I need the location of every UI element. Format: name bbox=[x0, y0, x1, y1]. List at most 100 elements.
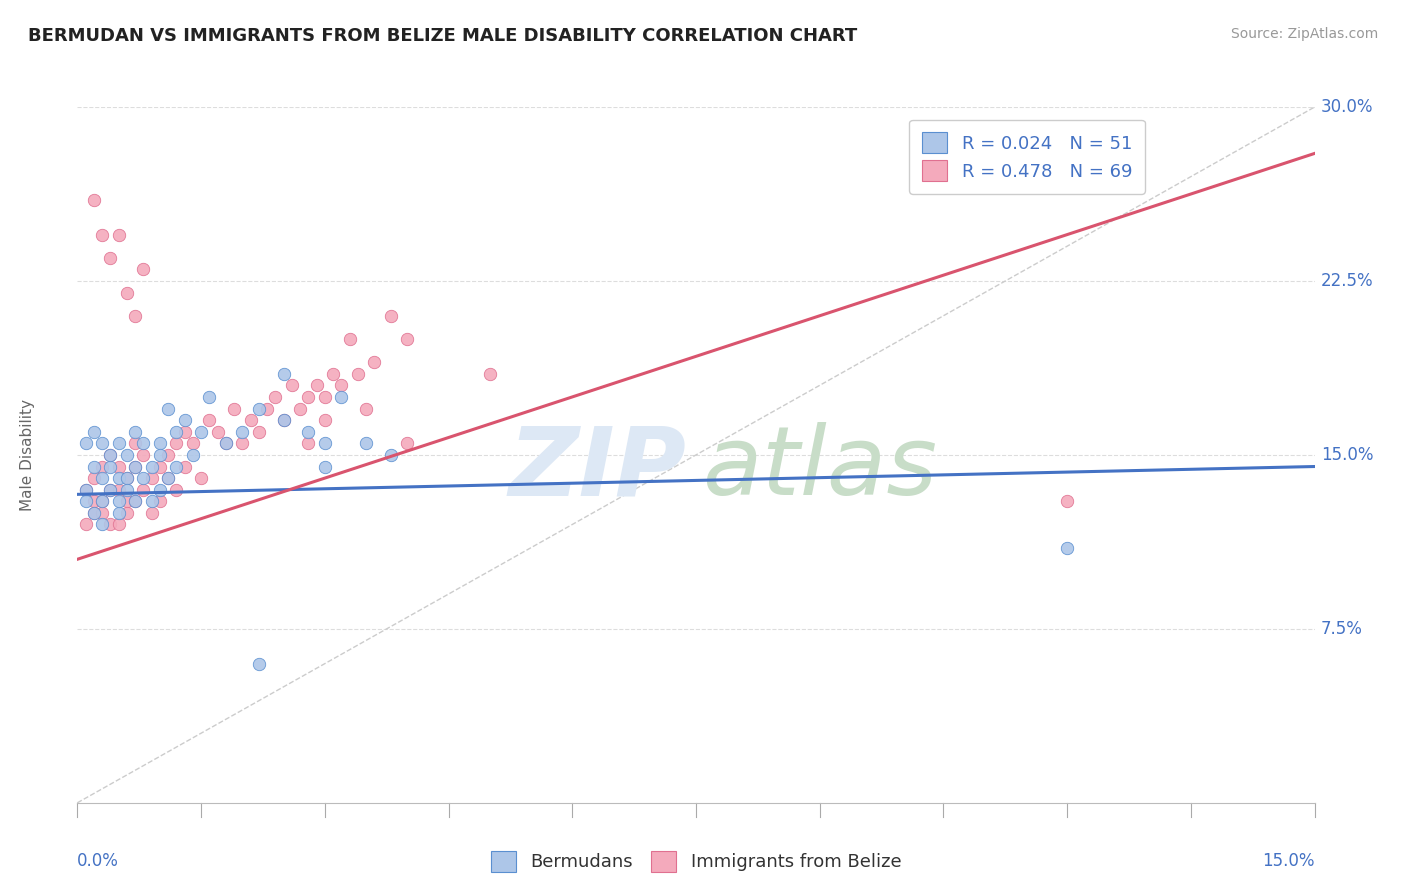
Point bbox=[83, 471, 105, 485]
Point bbox=[83, 193, 105, 207]
Point bbox=[288, 401, 311, 416]
Point bbox=[165, 425, 187, 439]
Point bbox=[124, 459, 146, 474]
Point bbox=[330, 390, 353, 404]
Text: atlas: atlas bbox=[702, 422, 938, 516]
Legend: Bermudans, Immigrants from Belize: Bermudans, Immigrants from Belize bbox=[478, 838, 914, 884]
Point bbox=[157, 471, 180, 485]
Point bbox=[231, 425, 253, 439]
Point bbox=[305, 378, 328, 392]
Point bbox=[222, 401, 245, 416]
Text: 15.0%: 15.0% bbox=[1263, 852, 1315, 870]
Point bbox=[124, 425, 146, 439]
Text: BERMUDAN VS IMMIGRANTS FROM BELIZE MALE DISABILITY CORRELATION CHART: BERMUDAN VS IMMIGRANTS FROM BELIZE MALE … bbox=[28, 27, 858, 45]
Point bbox=[98, 251, 121, 265]
Point bbox=[75, 483, 97, 497]
Point bbox=[1056, 494, 1078, 508]
Point bbox=[132, 262, 155, 277]
Point bbox=[149, 436, 172, 450]
Point bbox=[98, 483, 121, 497]
Point bbox=[132, 471, 155, 485]
Point bbox=[124, 309, 146, 323]
Point bbox=[115, 471, 138, 485]
Point bbox=[273, 413, 295, 427]
Point bbox=[256, 401, 278, 416]
Point bbox=[157, 448, 180, 462]
Point bbox=[173, 413, 195, 427]
Point bbox=[124, 459, 146, 474]
Point bbox=[98, 517, 121, 532]
Point bbox=[115, 506, 138, 520]
Point bbox=[83, 425, 105, 439]
Text: Source: ZipAtlas.com: Source: ZipAtlas.com bbox=[1230, 27, 1378, 41]
Point bbox=[247, 657, 270, 671]
Point bbox=[75, 494, 97, 508]
Point bbox=[396, 436, 419, 450]
Point bbox=[181, 436, 204, 450]
Point bbox=[98, 448, 121, 462]
Point bbox=[91, 494, 114, 508]
Point bbox=[380, 309, 402, 323]
Point bbox=[124, 436, 146, 450]
Point bbox=[83, 494, 105, 508]
Point bbox=[141, 471, 163, 485]
Point bbox=[281, 378, 304, 392]
Point bbox=[124, 494, 146, 508]
Text: 22.5%: 22.5% bbox=[1320, 272, 1374, 290]
Point bbox=[354, 401, 377, 416]
Point bbox=[75, 517, 97, 532]
Point bbox=[75, 436, 97, 450]
Point bbox=[115, 448, 138, 462]
Point bbox=[149, 448, 172, 462]
Point bbox=[149, 483, 172, 497]
Point bbox=[297, 436, 319, 450]
Point bbox=[107, 471, 129, 485]
Point bbox=[141, 459, 163, 474]
Point bbox=[141, 506, 163, 520]
Point bbox=[363, 355, 385, 369]
Point bbox=[132, 448, 155, 462]
Point bbox=[314, 436, 336, 450]
Point bbox=[396, 332, 419, 346]
Point bbox=[91, 494, 114, 508]
Point bbox=[91, 506, 114, 520]
Point bbox=[314, 459, 336, 474]
Point bbox=[273, 367, 295, 381]
Point bbox=[83, 506, 105, 520]
Point bbox=[190, 471, 212, 485]
Text: ZIP: ZIP bbox=[508, 422, 686, 516]
Point bbox=[91, 227, 114, 242]
Point bbox=[115, 483, 138, 497]
Point bbox=[149, 459, 172, 474]
Point bbox=[107, 517, 129, 532]
Point bbox=[330, 378, 353, 392]
Point bbox=[239, 413, 262, 427]
Point bbox=[107, 436, 129, 450]
Point bbox=[478, 367, 501, 381]
Point bbox=[264, 390, 287, 404]
Point bbox=[231, 436, 253, 450]
Point bbox=[297, 425, 319, 439]
Point bbox=[198, 390, 221, 404]
Point bbox=[132, 436, 155, 450]
Point bbox=[354, 436, 377, 450]
Point bbox=[380, 448, 402, 462]
Point bbox=[165, 459, 187, 474]
Point bbox=[115, 494, 138, 508]
Point bbox=[149, 494, 172, 508]
Point bbox=[115, 285, 138, 300]
Point bbox=[91, 459, 114, 474]
Point bbox=[132, 483, 155, 497]
Point bbox=[346, 367, 368, 381]
Point bbox=[198, 413, 221, 427]
Point bbox=[83, 459, 105, 474]
Point bbox=[314, 390, 336, 404]
Point bbox=[247, 401, 270, 416]
Point bbox=[1056, 541, 1078, 555]
Text: Male Disability: Male Disability bbox=[20, 399, 35, 511]
Point bbox=[247, 425, 270, 439]
Point bbox=[75, 483, 97, 497]
Point bbox=[165, 436, 187, 450]
Point bbox=[190, 425, 212, 439]
Point bbox=[273, 413, 295, 427]
